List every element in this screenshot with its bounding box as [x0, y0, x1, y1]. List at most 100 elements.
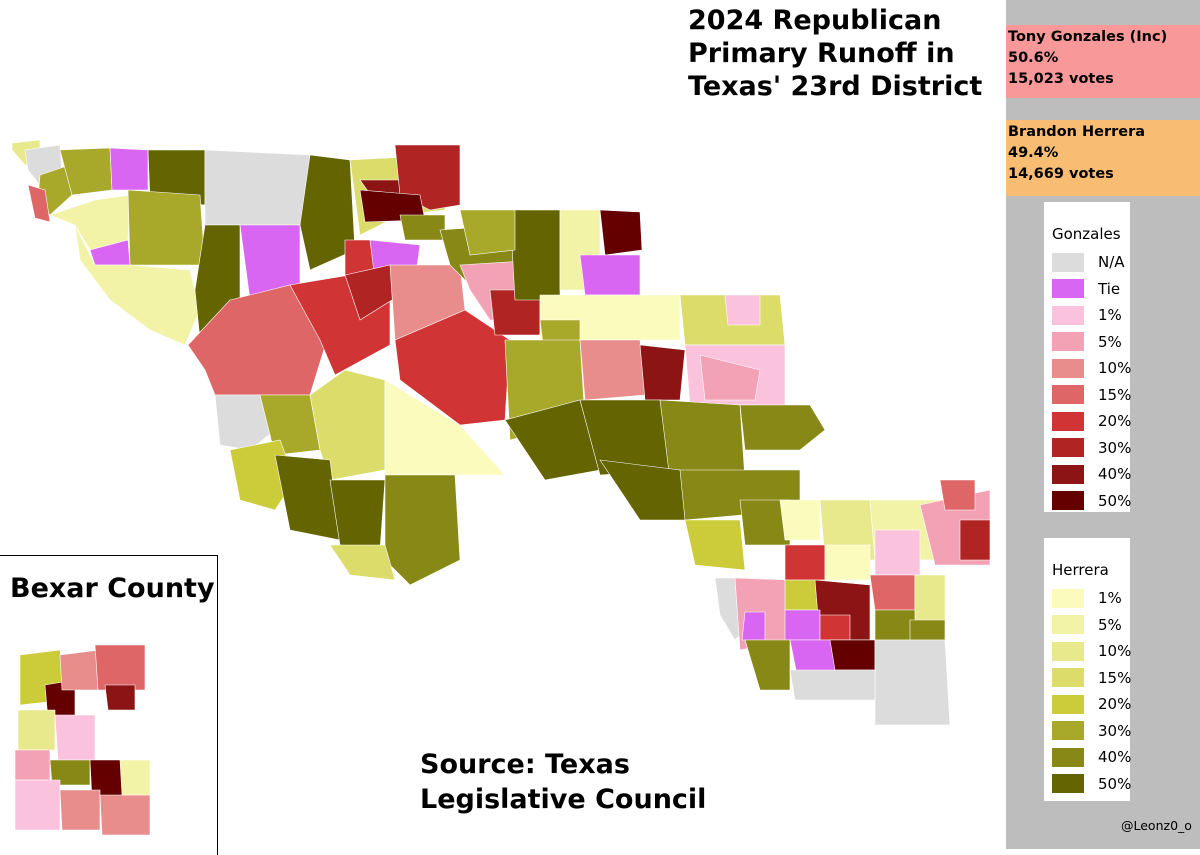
- candidate-votes: 14,669 votes: [1008, 166, 1114, 182]
- legend-swatch: [1052, 668, 1084, 688]
- legend-title: Gonzales: [1052, 225, 1121, 243]
- precinct-area: [274, 454, 341, 541]
- candidate-box-herrera: Brandon Herrera 49.4% 14,669 votes: [1006, 120, 1200, 196]
- precinct-area: [819, 614, 851, 641]
- legend-rows: N/A Tie 1% 5% 10% 15% 20% 30% 40% 50%: [1052, 249, 1132, 515]
- precinct-area: [384, 474, 461, 586]
- precinct-area: [699, 354, 761, 401]
- legend-item: 30%: [1052, 435, 1132, 462]
- legend-item: 1%: [1052, 302, 1130, 329]
- legend-label: 30%: [1098, 721, 1132, 740]
- legend-label: 30%: [1098, 438, 1132, 457]
- precinct-area: [104, 684, 136, 711]
- candidate-percent: 50.6%: [1008, 50, 1059, 66]
- legend-label: 50%: [1098, 774, 1132, 793]
- legend-item: 30%: [1052, 718, 1132, 745]
- precinct-area: [109, 147, 149, 191]
- legend-swatch: [1052, 774, 1084, 794]
- precinct-area: [329, 544, 396, 581]
- legend-swatch: [1052, 464, 1084, 484]
- precinct-area: [399, 214, 446, 241]
- precinct-area: [384, 379, 506, 476]
- precinct-area: [639, 344, 686, 401]
- precinct-area: [959, 519, 991, 561]
- legend-label: 1%: [1098, 589, 1122, 608]
- precinct-area: [909, 619, 946, 641]
- source-line-1: Source: Texas: [420, 749, 630, 780]
- precinct-area: [27, 184, 51, 223]
- legend-item: 5%: [1052, 612, 1130, 639]
- legend-swatch: [1052, 641, 1084, 661]
- legend-item: 40%: [1052, 744, 1132, 771]
- legend-label: 5%: [1098, 615, 1122, 634]
- legend-label: Tie: [1098, 279, 1121, 298]
- precinct-area: [509, 209, 561, 301]
- precinct-area: [599, 209, 643, 256]
- precinct-area: [739, 404, 826, 451]
- precinct-area: [94, 644, 146, 691]
- legend-swatch: [1052, 588, 1084, 608]
- precinct-area: [127, 189, 206, 266]
- precinct-area: [119, 759, 151, 796]
- legend-label: 40%: [1098, 748, 1132, 767]
- precinct-area: [684, 519, 746, 571]
- precinct-area: [17, 709, 56, 751]
- author-credit: @Leonz0_o: [1121, 818, 1192, 833]
- precinct-area: [579, 339, 646, 401]
- legend-label: 20%: [1098, 695, 1132, 714]
- legend-item: 1%: [1052, 585, 1130, 612]
- precinct-area: [59, 789, 101, 831]
- precinct-area: [741, 611, 766, 641]
- precinct-area: [789, 669, 876, 701]
- precinct-area: [394, 144, 461, 211]
- legend-rows: 1% 5% 10% 15% 20% 30% 40% 50%: [1052, 585, 1132, 798]
- precinct-area: [724, 294, 761, 326]
- legend-item: N/A: [1052, 249, 1130, 276]
- legend-label: 10%: [1098, 642, 1132, 661]
- precinct-area: [824, 544, 871, 581]
- candidate-box-gonzales: Tony Gonzales (Inc) 50.6% 15,023 votes: [1006, 25, 1200, 98]
- candidate-votes: 15,023 votes: [1008, 71, 1114, 87]
- precinct-area: [204, 149, 311, 226]
- inset-title: Bexar County: [10, 573, 215, 604]
- legend-label: 15%: [1098, 385, 1132, 404]
- legend-swatch: [1052, 491, 1084, 511]
- legend-label: 5%: [1098, 332, 1122, 351]
- legend-swatch: [1052, 747, 1084, 767]
- legend-swatch: [1052, 411, 1084, 431]
- legend-item: 20%: [1052, 408, 1131, 435]
- precinct-area: [459, 209, 516, 256]
- precinct-area: [744, 639, 791, 691]
- source-note: Source: Texas Legislative Council: [420, 747, 706, 817]
- precinct-area: [579, 254, 641, 296]
- precinct-area: [874, 609, 916, 641]
- precinct-area: [214, 394, 276, 451]
- legend-label: 40%: [1098, 465, 1132, 484]
- precinct-area: [939, 479, 976, 511]
- legend-label: 15%: [1098, 668, 1132, 687]
- legend-title: Herrera: [1052, 561, 1109, 579]
- legend-item: Tie: [1052, 276, 1130, 303]
- legend-swatch: [1052, 385, 1084, 405]
- legend-swatch: [1052, 332, 1084, 352]
- legend-swatch: [1052, 305, 1084, 325]
- legend-label: 10%: [1098, 359, 1132, 378]
- legend-label: 1%: [1098, 306, 1122, 325]
- legend-item: 20%: [1052, 691, 1132, 718]
- candidate-name: Brandon Herrera: [1008, 124, 1146, 140]
- precinct-area: [869, 574, 916, 611]
- legend-item: 50%: [1052, 488, 1131, 515]
- legend-item: 15%: [1052, 665, 1132, 692]
- source-line-2: Legislative Council: [420, 784, 707, 815]
- precinct-area: [14, 779, 61, 831]
- legend-swatch: [1052, 615, 1084, 635]
- precinct-area: [779, 499, 821, 541]
- legend-item: 15%: [1052, 382, 1132, 409]
- legend-item: 50%: [1052, 771, 1132, 798]
- precinct-area: [784, 544, 826, 581]
- legend-gonzales: Gonzales N/A Tie 1% 5% 10% 15% 20% 30% 40% 50%: [1044, 202, 1132, 515]
- precinct-area: [659, 399, 746, 481]
- district-map: [11, 139, 991, 836]
- legend-herrera: Herrera 1% 5% 10% 15% 20% 30% 40% 50%: [1044, 538, 1132, 801]
- map-title: 2024 Republican Primary Runoff in Texas'…: [688, 4, 988, 103]
